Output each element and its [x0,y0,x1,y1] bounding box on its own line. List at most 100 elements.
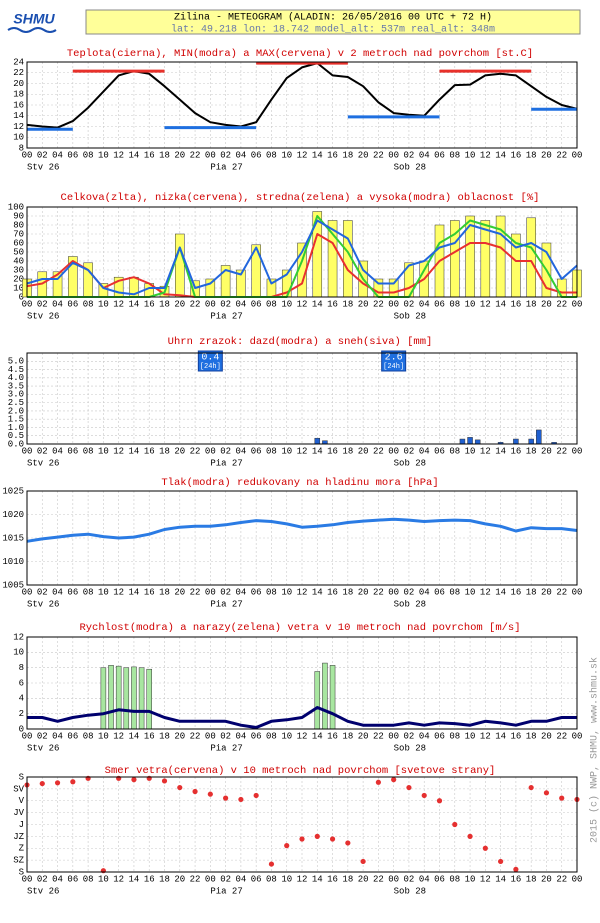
x-tick-label: 14 [312,587,323,597]
x-tick-label: 08 [449,731,460,741]
x-tick-label: 16 [510,731,521,741]
x-tick-label: 08 [266,150,277,160]
x-tick-label: 10 [465,299,476,309]
x-tick-label: 06 [434,299,445,309]
y-tick-label: 0 [19,292,24,302]
y-tick-label: Z [19,844,25,854]
total-period: [24h] [200,363,221,371]
bar [314,437,321,445]
dot [177,784,183,791]
x-tick-label: 16 [144,587,155,597]
x-tick-label: 00 [22,446,33,456]
line [26,517,578,543]
logo-wave [7,27,57,33]
x-tick-label: 14 [495,150,506,160]
x-tick-label: 16 [327,446,338,456]
day-label: Stv 26 [27,162,59,172]
x-tick-label: 00 [22,874,33,884]
y-tick-label: S [19,867,24,877]
x-tick-label: 16 [144,299,155,309]
y-tick-label: SV [13,784,24,794]
x-tick-label: 12 [297,874,308,884]
x-tick-label: 06 [434,587,445,597]
x-tick-label: 14 [129,446,140,456]
x-tick-label: 02 [37,446,48,456]
x-tick-label: 18 [159,587,170,597]
day-label: Stv 26 [27,886,59,896]
x-tick-label: 18 [526,874,537,884]
x-tick-label: 02 [220,587,231,597]
x-tick-label: 00 [22,587,33,597]
y-tick-label: 18 [13,90,24,100]
plot-frame [26,490,578,586]
y-tick-label: 12 [13,122,24,132]
x-tick-label: 20 [174,150,185,160]
x-tick-label: 06 [434,731,445,741]
y-tick-label: SZ [13,856,24,866]
y-tick-label: 3.0 [8,390,24,400]
x-tick-label: 12 [297,150,308,160]
copyright: 2015 (c) NWP, SHMU, www.shmu.sk [589,657,600,843]
x-tick-label: 22 [373,874,384,884]
day-label: Stv 26 [27,743,59,753]
x-tick-label: 18 [159,731,170,741]
x-tick-label: 00 [205,299,216,309]
x-tick-label: 22 [373,150,384,160]
x-tick-label: 14 [495,874,506,884]
x-tick-label: 00 [388,587,399,597]
x-tick-label: 20 [541,731,552,741]
x-tick-label: 08 [266,446,277,456]
y-tick-label: 30 [13,265,24,275]
dot [116,775,122,781]
x-tick-label: 00 [572,299,583,309]
y-tick-label: 5.0 [8,357,24,367]
x-tick-label: 10 [465,150,476,160]
x-tick-label: 02 [37,587,48,597]
x-tick-label: 14 [312,446,323,456]
x-tick-label: 22 [373,446,384,456]
x-tick-label: 04 [235,299,246,309]
chart-title: Uhrn zrazok: dazd(modra) a sneh(siva) [m… [168,336,433,348]
x-tick-label: 08 [83,874,94,884]
x-tick-label: 10 [98,299,109,309]
y-tick-label: 0.0 [8,439,24,449]
x-tick-label: 12 [297,587,308,597]
x-tick-label: 20 [541,874,552,884]
plot-frame [26,206,578,298]
x-tick-label: 00 [205,874,216,884]
x-tick-label: 02 [220,299,231,309]
x-tick-label: 00 [22,731,33,741]
x-tick-label: 04 [235,731,246,741]
day-label: Stv 26 [27,458,59,468]
x-tick-label: 20 [358,874,369,884]
x-tick-label: 20 [358,587,369,597]
dot [238,796,244,803]
day-label: Pia 27 [210,458,242,468]
x-tick-label: 16 [144,446,155,456]
plot-frame [26,636,578,730]
y-tick-label: 40 [13,256,24,266]
bar [459,438,466,445]
logo-text: SHMU [13,11,55,27]
plot-frame [26,776,578,873]
x-tick-label: 22 [556,874,567,884]
x-tick-label: 10 [98,874,109,884]
x-tick-label: 06 [434,874,445,884]
x-tick-label: 04 [419,150,430,160]
x-tick-label: 18 [159,150,170,160]
bar [528,438,534,445]
x-tick-label: 00 [205,150,216,160]
header-subtitle: lat: 49.218 lon: 18.742 model_alt: 537m … [171,24,495,36]
x-tick-label: 00 [205,446,216,456]
y-tick-label: 90 [13,211,24,221]
x-tick-label: 12 [480,150,491,160]
bar [556,278,567,298]
dot [131,777,137,783]
day-label: Sob 28 [394,743,426,753]
x-tick-label: 14 [495,731,506,741]
bar [474,439,481,445]
x-tick-label: 18 [526,299,537,309]
y-tick-label: 6 [19,678,24,688]
x-tick-label: 20 [174,446,185,456]
x-tick-label: 08 [449,587,460,597]
